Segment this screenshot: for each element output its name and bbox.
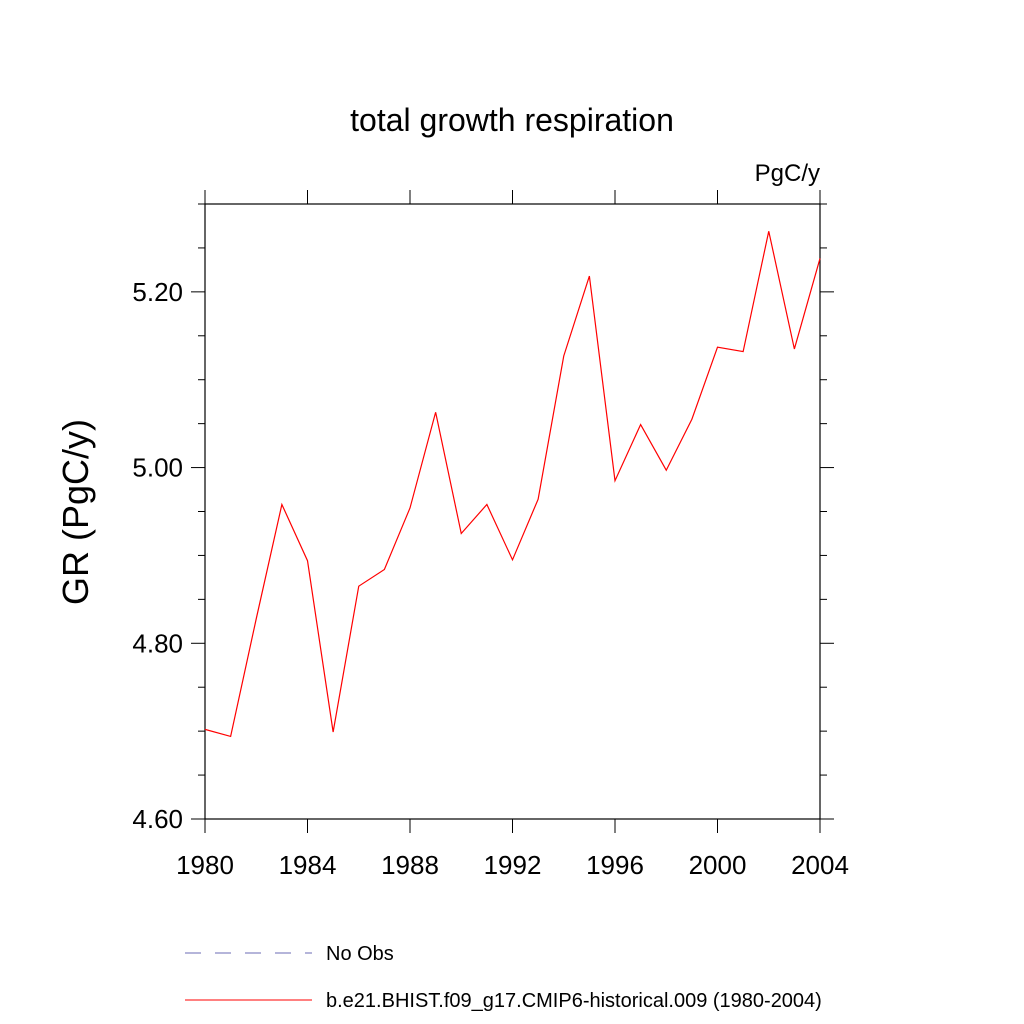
y-axis-label: GR (PgC/y) [55,419,96,605]
y-tick-label: 5.20 [132,277,183,307]
x-tick-label: 2004 [791,850,849,880]
x-tick-label: 1992 [484,850,542,880]
x-tick-label: 1980 [176,850,234,880]
chart-title: total growth respiration [350,102,674,138]
legend-label-2: b.e21.BHIST.f09_g17.CMIP6-historical.009… [326,990,822,1012]
x-tick-label: 1996 [586,850,644,880]
y-tick-label: 5.00 [132,453,183,483]
axes: 1980 1984 1988 1992 1996 2000 2004 4.60 4.80 5.00… [132,190,849,880]
legend: No Obs b.e21.BHIST.f09_g17.CMIP6-historic… [185,943,822,1012]
series-line [204,231,821,738]
plot-frame [204,203,821,820]
series-layer [204,231,821,738]
units-label: PgC/y [755,160,820,187]
x-tick-label: 2000 [689,850,747,880]
x-tick-label: 1984 [279,850,337,880]
x-tick-label: 1988 [381,850,439,880]
legend-label-1: No Obs [326,943,394,965]
y-tick-label: 4.60 [132,804,183,834]
y-tick-label: 4.80 [132,628,183,658]
